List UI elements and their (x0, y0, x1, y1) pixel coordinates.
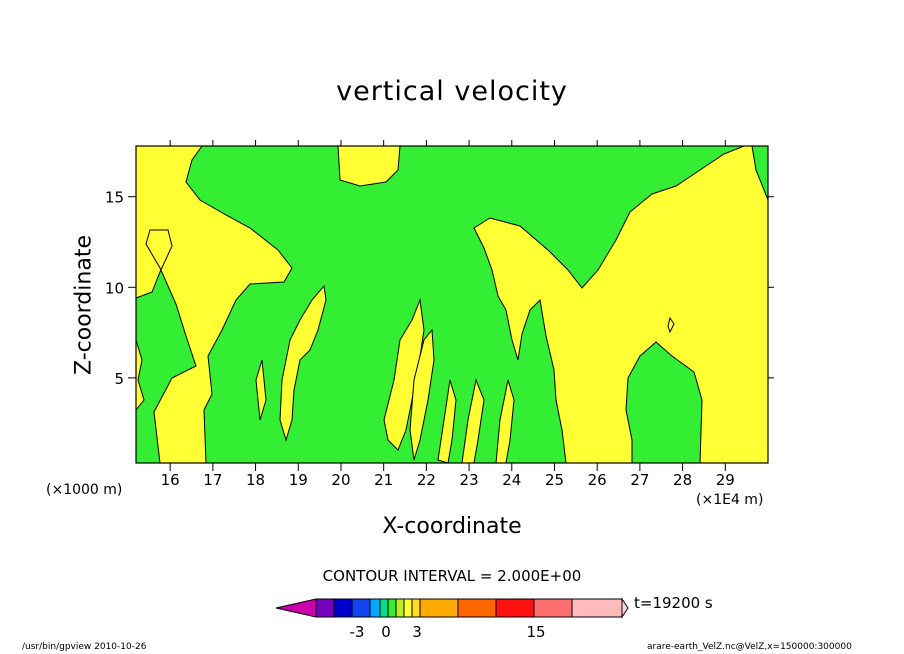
colorbar-swatch (387, 598, 397, 618)
region-center-stripes2 (409, 328, 435, 461)
colorbar-swatch (403, 598, 413, 618)
x-tick-label: 26 (588, 471, 607, 489)
colorbar-label: -3 (350, 623, 365, 641)
region-mid1 (279, 284, 327, 442)
x-tick-label: 22 (417, 471, 436, 489)
x-unit-left: (×1000 m) (46, 482, 123, 498)
colorbar-swatch (419, 598, 459, 618)
footer-left: /usr/bin/gpview 2010-10-26 (22, 642, 147, 652)
colorbar-label: 3 (412, 623, 422, 641)
colorbar-label: 15 (526, 623, 545, 641)
colorbar-swatch (495, 598, 535, 618)
x-tick-label: 25 (545, 471, 564, 489)
colorbar-swatch (351, 598, 371, 618)
colorbar-left-arrow (275, 598, 317, 618)
x-tick-label: 16 (161, 471, 180, 489)
colorbar-swatch (457, 598, 497, 618)
colorbar-swatch (571, 598, 623, 618)
colorbar-swatch (395, 598, 405, 618)
x-tick-label: 28 (673, 471, 692, 489)
x-axis-label: X-coordinate (382, 514, 522, 539)
x-tick-label: 24 (502, 471, 521, 489)
time-label: t=19200 s (634, 594, 713, 612)
x-tick-label: 21 (374, 471, 393, 489)
x-tick-label: 17 (203, 471, 222, 489)
y-tick-label: 5 (114, 370, 124, 388)
colorbar-right-arrow (621, 597, 629, 619)
colorbar-swatch (369, 598, 381, 618)
region-right (473, 145, 769, 464)
x-ticks: 16 17 18 19 20 21 22 23 24 25 26 27 28 29 (161, 140, 735, 489)
colorbar-swatch (315, 598, 335, 618)
colorbar-label: 0 (381, 623, 391, 641)
plot-frame (135, 145, 769, 464)
colorbar-swatch (379, 598, 389, 618)
y-tick-label: 15 (105, 189, 124, 207)
colorbar-swatch (411, 598, 421, 618)
colorbar-swatch (533, 598, 573, 618)
colorbar: -3 0 3 15 (275, 597, 629, 641)
chart-title: vertical velocity (336, 76, 568, 107)
y-axis-label: Z-coordinate (71, 235, 97, 375)
y-tick-label: 10 (105, 279, 124, 297)
x-unit-right: (×1E4 m) (696, 492, 764, 508)
y-ticks: 5 10 15 (105, 189, 774, 388)
x-tick-label: 19 (289, 471, 308, 489)
x-tick-label: 18 (246, 471, 265, 489)
x-tick-label: 27 (630, 471, 649, 489)
region-mid2 (255, 359, 267, 421)
region-left-bottom (135, 145, 293, 464)
colorbar-swatch (333, 598, 353, 618)
x-tick-label: 23 (460, 471, 479, 489)
contour-interval: CONTOUR INTERVAL = 2.000E+00 (322, 567, 582, 585)
x-tick-label: 29 (716, 471, 735, 489)
x-tick-label: 20 (331, 471, 350, 489)
footer-right: arare-earth_VelZ.nc@VelZ,x=150000:300000 (647, 642, 852, 652)
region-right-small (667, 316, 675, 334)
